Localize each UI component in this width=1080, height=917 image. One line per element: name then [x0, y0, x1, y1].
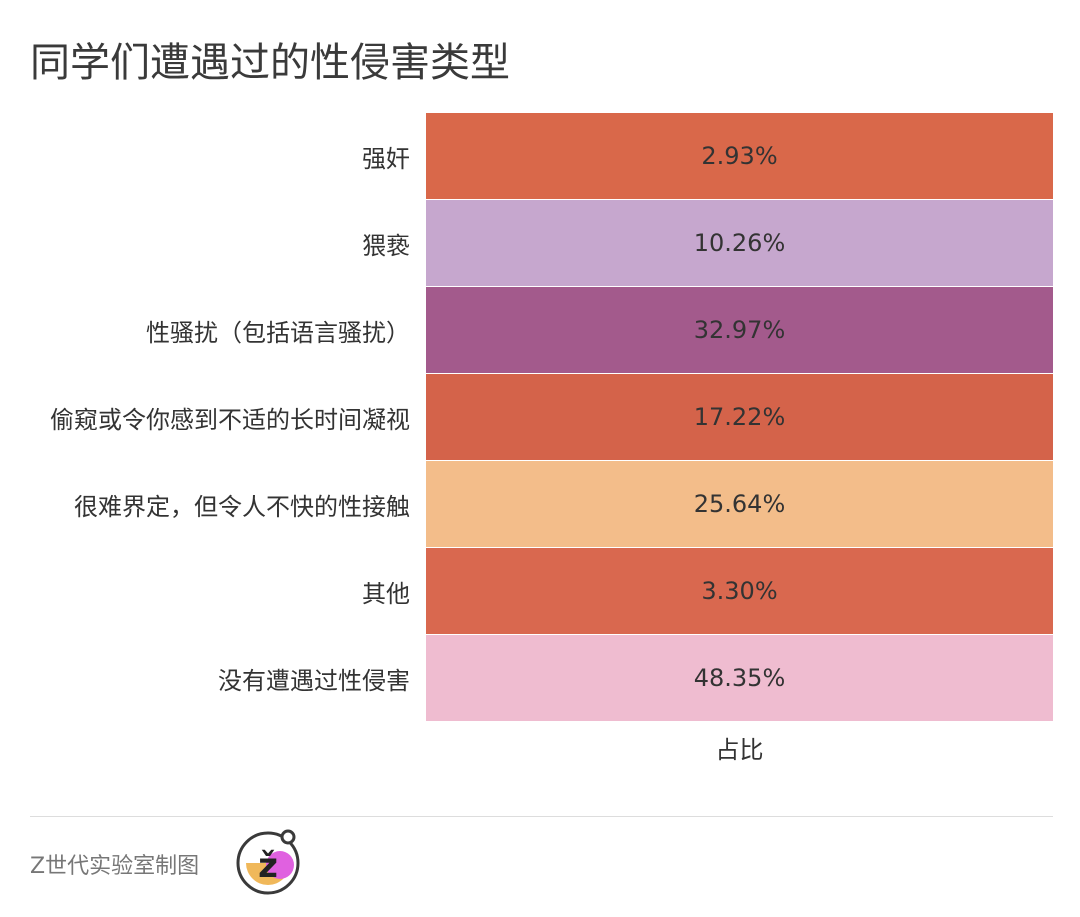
heatmap-table: 强奸 2.93% 猥亵 10.26% 性骚扰（包括语言骚扰） 32.97% 偷窥或令你感到不… [30, 113, 1053, 722]
table-row: 强奸 2.93% [30, 113, 1053, 199]
row-label: 其他 [362, 579, 410, 608]
chart-title: 同学们遭遇过的性侵害类型 [30, 40, 510, 86]
column-header: 占比 [715, 736, 764, 764]
value-cell: 10.26% [426, 200, 1053, 286]
value-cell: 32.97% [426, 287, 1053, 373]
value-cell: 2.93% [426, 113, 1053, 199]
value-cell: 17.22% [426, 374, 1053, 460]
row-label: 猥亵 [362, 231, 410, 260]
row-label: 性骚扰（包括语言骚扰） [146, 318, 410, 347]
table-row: 猥亵 10.26% [30, 200, 1053, 286]
row-label: 偷窥或令你感到不适的长时间凝视 [50, 405, 410, 434]
row-label: 强奸 [362, 144, 410, 173]
table-row: 偷窥或令你感到不适的长时间凝视 17.22% [30, 374, 1053, 460]
table-row: 很难界定，但令人不快的性接触 25.64% [30, 461, 1053, 547]
row-label: 没有遭遇过性侵害 [218, 666, 410, 695]
value-cell: 3.30% [426, 548, 1053, 634]
svg-text:ž: ž [258, 846, 278, 886]
value-cell: 48.35% [426, 635, 1053, 721]
table-row: 没有遭遇过性侵害 48.35% [30, 635, 1053, 721]
value-cell: 25.64% [426, 461, 1053, 547]
source-credit: Z世代实验室制图 [30, 854, 200, 879]
footer-divider [30, 816, 1053, 817]
z-lab-logo-icon: ž [232, 825, 304, 897]
table-row: 性骚扰（包括语言骚扰） 32.97% [30, 287, 1053, 373]
row-label: 很难界定，但令人不快的性接触 [74, 492, 410, 521]
table-row: 其他 3.30% [30, 548, 1053, 634]
